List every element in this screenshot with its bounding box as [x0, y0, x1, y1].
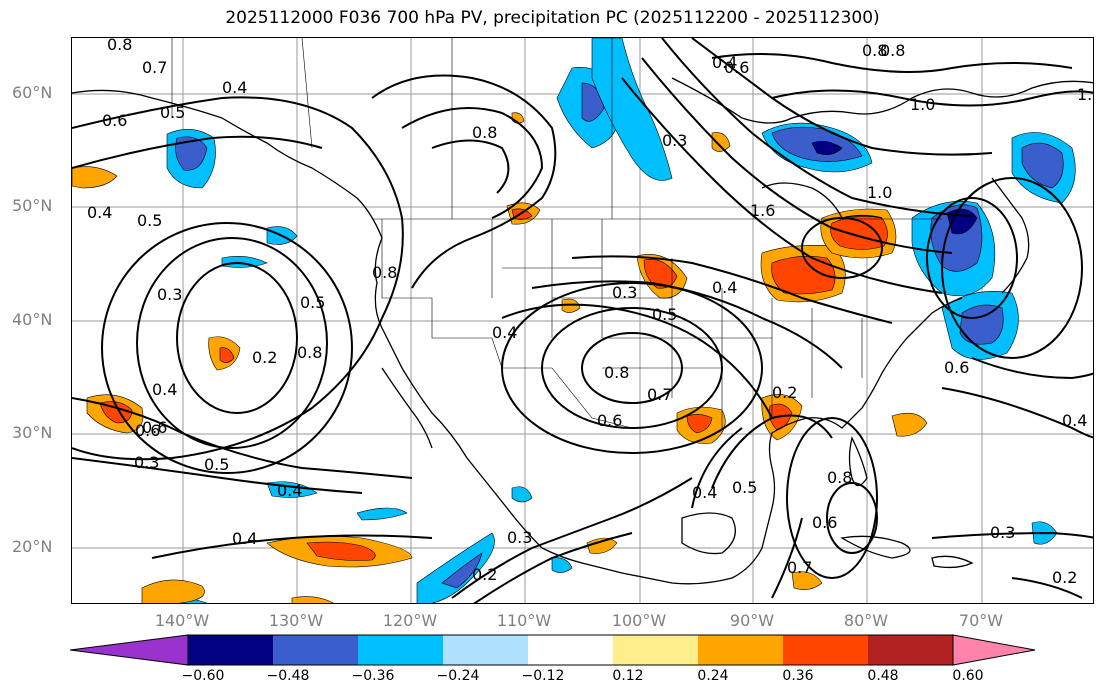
- lat-label-50n: 50°N: [12, 196, 53, 215]
- contour-label: 0.5: [204, 455, 229, 474]
- colorbar-tick-label: −0.24: [436, 668, 480, 684]
- contour-label: 0.6: [102, 111, 127, 130]
- colorbar-tick-label: −0.48: [266, 668, 310, 684]
- contour-label: 0.5: [300, 293, 325, 312]
- contour-label: 0.8: [604, 363, 629, 382]
- lon-label-90w: 90°W: [729, 611, 775, 630]
- map-title: 2025112000 F036 700 hPa PV, precipitatio…: [225, 8, 880, 28]
- contour-label: 1.0: [867, 183, 892, 202]
- colorbar-segment: [188, 635, 273, 665]
- contour-label: 0.7: [647, 385, 672, 404]
- lat-label-30n: 30°N: [12, 423, 53, 442]
- contour-label: 0.5: [137, 211, 162, 230]
- colorbar-segment: [358, 635, 443, 665]
- colorbar-tick-label: 0.36: [782, 668, 814, 684]
- contour-label: 0.4: [87, 203, 112, 222]
- contour-label: 0.2: [472, 565, 497, 584]
- colorbar-segment: [273, 635, 358, 665]
- contour-label: 0.4: [277, 481, 302, 500]
- colorbar-tick-label: 0.24: [697, 668, 729, 684]
- contour-label: 0.5: [652, 305, 677, 324]
- contour-label: 0.6: [944, 358, 969, 377]
- colorbar: [70, 634, 1036, 666]
- colorbar-outline: [187, 634, 954, 666]
- contour-label: 1.0: [1077, 85, 1094, 104]
- contour-label: 0.4: [232, 529, 257, 548]
- colorbar-segment: [443, 635, 528, 665]
- contour-label: 0.8: [472, 123, 497, 142]
- contour-label: 0.8: [862, 41, 887, 60]
- pv-contours: [72, 38, 1093, 603]
- contour-label: 0.6: [724, 58, 749, 77]
- contour-label: 0.4: [1062, 411, 1087, 430]
- lat-label-20n: 20°N: [12, 537, 53, 556]
- contour-label: 0.8: [107, 38, 132, 54]
- contour-label: 0.8: [372, 263, 397, 282]
- colorbar-tick-label: 0.48: [867, 668, 899, 684]
- contour-label: 0.4: [492, 323, 517, 342]
- lat-label-60n: 60°N: [12, 83, 53, 102]
- contour-label: 1.6: [750, 201, 775, 220]
- contour-label: 0.8: [880, 41, 905, 60]
- contour-label: 0.8: [297, 343, 322, 362]
- contour-label: 0.6: [142, 418, 167, 437]
- colorbar-min-arrow: [70, 634, 189, 666]
- contour-label: 0.3: [134, 453, 159, 472]
- contour-label: 0.6: [597, 411, 622, 430]
- lon-label-100w: 100°W: [611, 611, 667, 630]
- contour-label: 0.7: [142, 58, 167, 77]
- contour-label: 0.3: [662, 131, 687, 150]
- precip-shading: [72, 38, 1076, 603]
- contour-label: 0.2: [1052, 568, 1077, 587]
- contour-label-group: 0.8 0.7 0.5 0.4 0.6 0.5 0.8 0.4 0.5 0.3 …: [87, 38, 1094, 587]
- lon-label-70w: 70°W: [958, 611, 1004, 630]
- lat-label-40n: 40°N: [12, 310, 53, 329]
- contour-label: 0.3: [157, 285, 182, 304]
- colorbar-segment: [613, 635, 698, 665]
- contour-label: 0.3: [990, 523, 1015, 542]
- colorbar-tick-label: −0.60: [181, 668, 225, 684]
- contour-label: 0.8: [827, 468, 852, 487]
- contour-label: 0.4: [152, 380, 177, 399]
- contour-label: 0.2: [772, 383, 797, 402]
- contour-label: 0.4: [692, 483, 717, 502]
- contour-label: 0.4: [712, 278, 737, 297]
- colorbar-tick-label: −0.12: [521, 668, 565, 684]
- colorbar-segment: [783, 635, 868, 665]
- contour-label: 0.3: [612, 283, 637, 302]
- colorbar-segment: [698, 635, 783, 665]
- colorbar-tick-label: −0.36: [351, 668, 395, 684]
- lon-label-140w: 140°W: [154, 611, 210, 630]
- colorbar-max-arrow: [952, 634, 1036, 666]
- contour-label: 0.4: [222, 78, 247, 97]
- map-canvas: 0.8 0.7 0.5 0.4 0.6 0.5 0.8 0.4 0.5 0.3 …: [72, 38, 1094, 603]
- contour-label: 0.2: [252, 348, 277, 367]
- contour-label: 0.6: [812, 513, 837, 532]
- lon-label-120w: 120°W: [382, 611, 438, 630]
- contour-label: 0.3: [507, 528, 532, 547]
- contour-label: 1.0: [910, 95, 935, 114]
- map-panel: 0.8 0.7 0.5 0.4 0.6 0.5 0.8 0.4 0.5 0.3 …: [71, 37, 1094, 604]
- political-borders: [171, 38, 942, 429]
- contour-label: 0.5: [160, 103, 185, 122]
- contour-label: 0.4: [712, 53, 737, 72]
- colorbar-tick-label: 0.12: [612, 668, 644, 684]
- colorbar-segment: [528, 635, 613, 665]
- contour-label: 0.5: [732, 478, 757, 497]
- contour-label: 0.6: [135, 421, 160, 440]
- lon-label-110w: 110°W: [496, 611, 552, 630]
- lon-label-80w: 80°W: [843, 611, 889, 630]
- coastlines: [72, 77, 1093, 585]
- lon-label-130w: 130°W: [268, 611, 324, 630]
- colorbar-tick-label: 0.60: [952, 668, 984, 684]
- contour-label: 0.7: [787, 558, 812, 577]
- colorbar-segment: [868, 635, 953, 665]
